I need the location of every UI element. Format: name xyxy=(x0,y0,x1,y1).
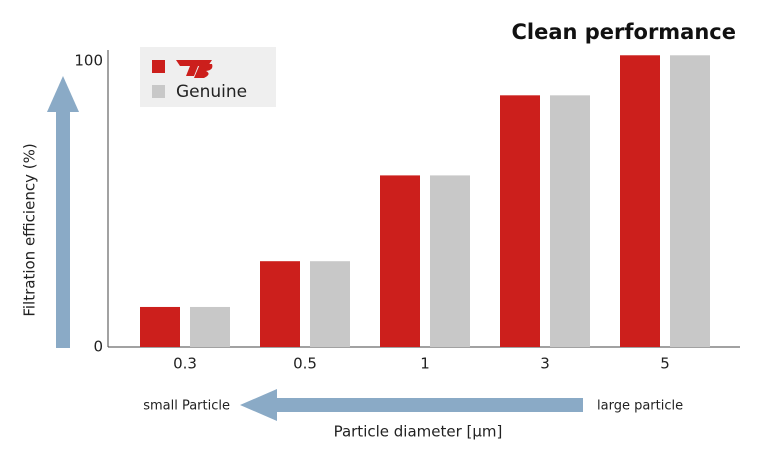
bar xyxy=(190,306,230,347)
bar xyxy=(260,261,300,347)
bar xyxy=(670,55,710,347)
y-arrow xyxy=(47,76,79,348)
y-tick-label: 100 xyxy=(74,52,103,70)
bar xyxy=(620,55,660,347)
legend-swatch xyxy=(152,85,165,98)
annotation: large particle xyxy=(597,399,683,414)
x-tick-label: 5 xyxy=(660,355,670,373)
x-axis-label: Particle diameter [μm] xyxy=(334,423,503,441)
bar xyxy=(500,95,540,347)
bar xyxy=(310,261,350,347)
bar xyxy=(380,175,420,347)
chart-title: Clean performance xyxy=(511,20,736,44)
x-arrow xyxy=(240,389,583,421)
annotation: small Particle xyxy=(143,399,230,414)
x-tick-label: 1 xyxy=(420,355,430,373)
y-tick-label: 0 xyxy=(93,338,103,356)
x-tick-label: 0.3 xyxy=(173,355,197,373)
bar xyxy=(550,95,590,347)
legend-label: Genuine xyxy=(176,82,247,102)
legend-swatch xyxy=(152,60,165,73)
legend-logo xyxy=(176,60,213,78)
y-axis-label: Filtration efficiency (%) xyxy=(21,143,39,316)
x-tick-label: 0.5 xyxy=(293,355,317,373)
x-tick-label: 3 xyxy=(540,355,550,373)
bar xyxy=(430,175,470,347)
bar xyxy=(140,306,180,347)
